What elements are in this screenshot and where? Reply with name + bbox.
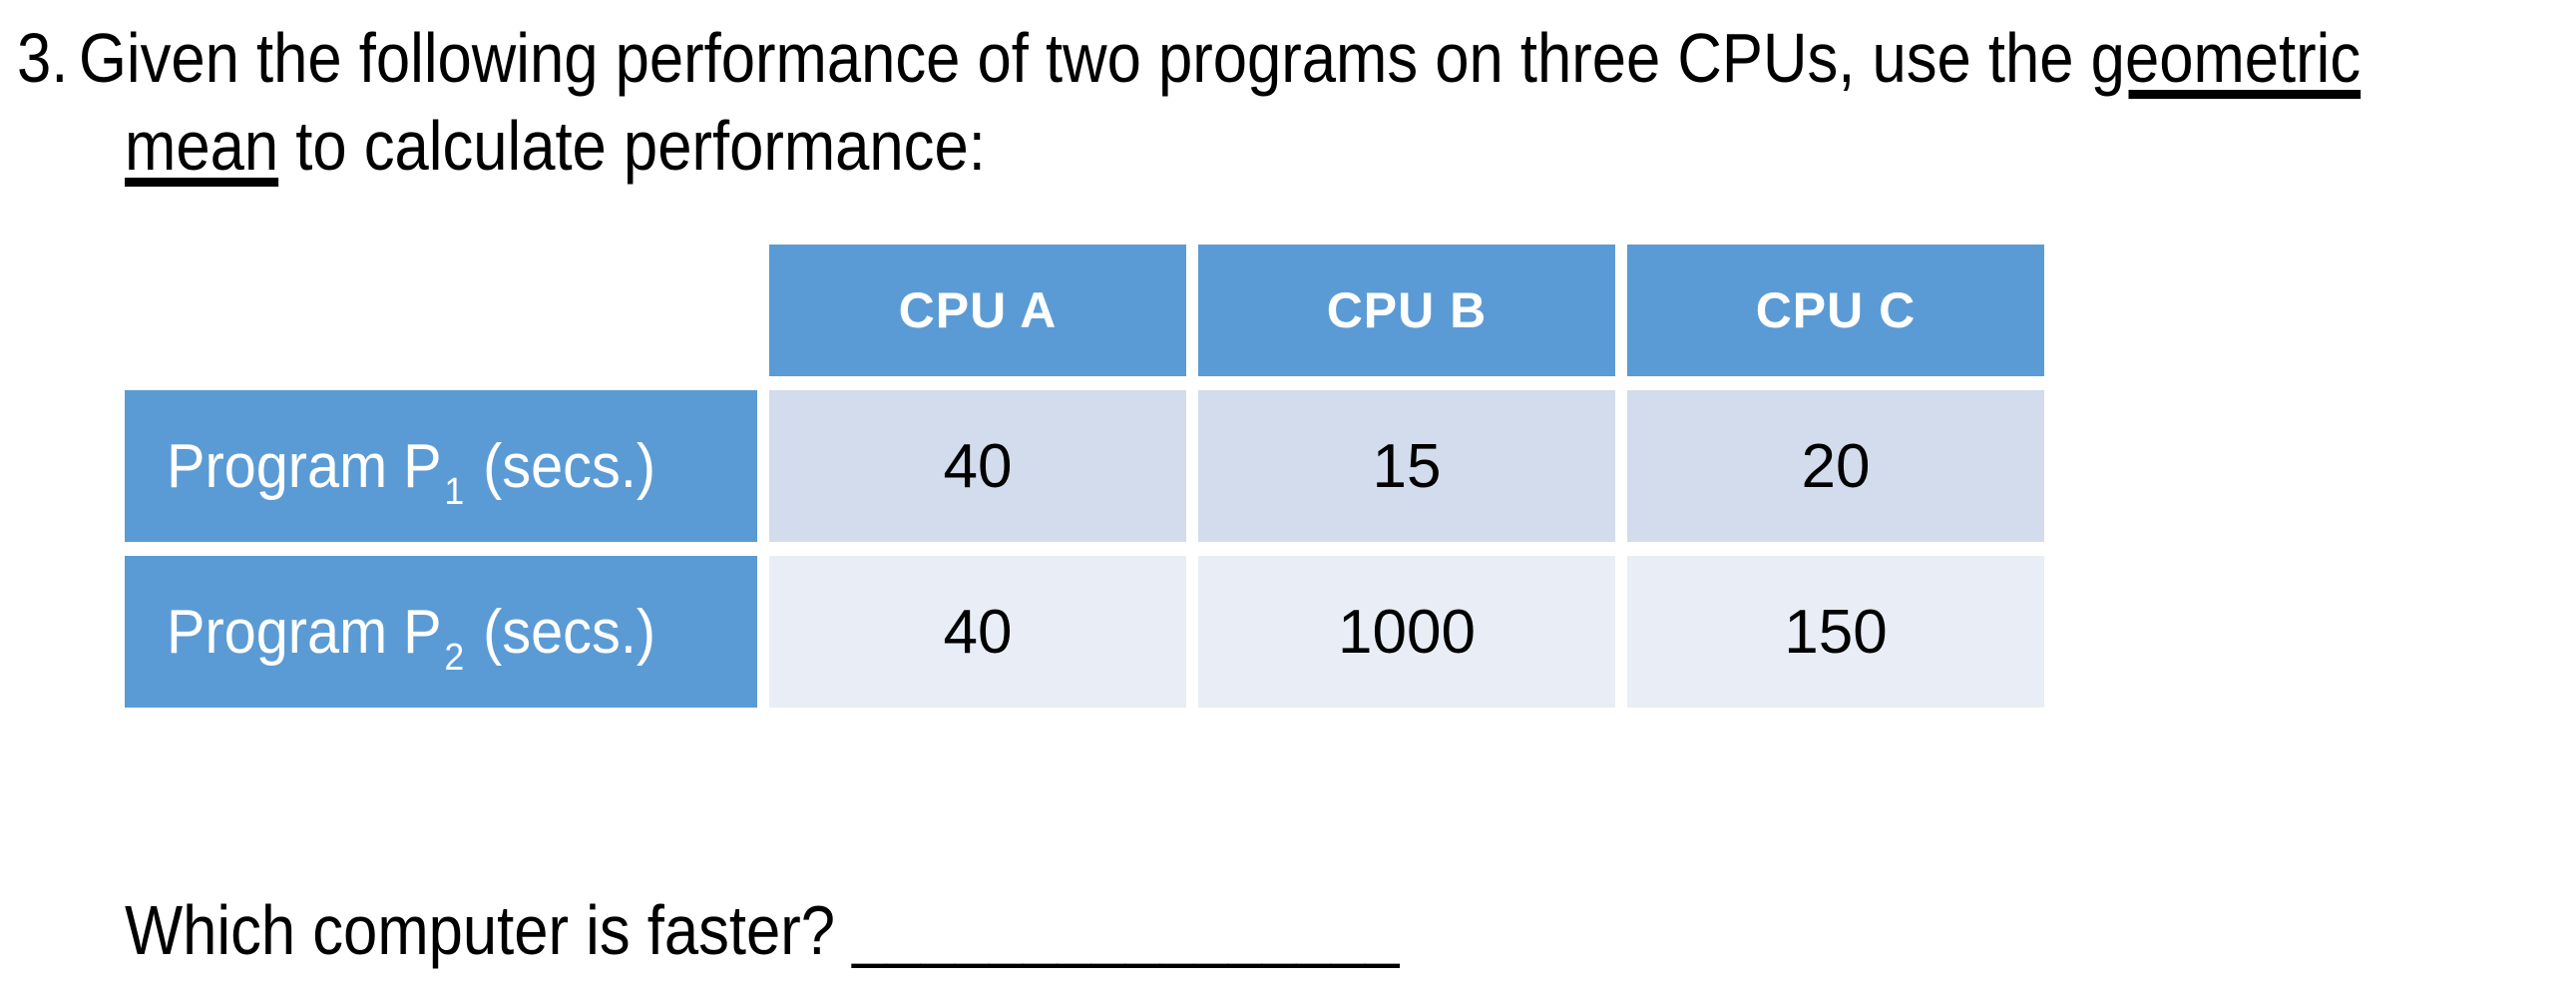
question-line-1: Given the following performance of two p… (79, 23, 2361, 93)
row-label-text: Program P2 (secs.) (167, 597, 656, 677)
question-number: 3. (17, 19, 69, 97)
question-text-segment: to calculate performance: (278, 107, 986, 185)
cell-p1-cpu-a: 40 (769, 390, 1186, 542)
cell-p2-cpu-c: 150 (1627, 556, 2044, 708)
row-label-program-p1: Program P1 (secs.) (125, 390, 757, 542)
row-label-subscript: 2 (444, 635, 465, 679)
header-cell-cpu-c: CPU C (1627, 245, 2044, 376)
row-label-pre: Program P (167, 431, 442, 501)
answer-line: Which computer is faster? ______________… (125, 895, 1399, 965)
row-label-post: (secs.) (467, 431, 656, 501)
header-cell-cpu-a: CPU A (769, 245, 1186, 376)
question-text-segment: Given the following performance of two p… (79, 19, 2091, 97)
cell-p2-cpu-b: 1000 (1198, 556, 1615, 708)
cell-p1-cpu-c: 20 (1627, 390, 2044, 542)
question-line-2: mean to calculate performance: (125, 111, 986, 181)
row-label-post: (secs.) (467, 597, 656, 667)
cell-p2-cpu-a: 40 (769, 556, 1186, 708)
header-cell-cpu-b: CPU B (1198, 245, 1615, 376)
row-label-subscript: 1 (444, 469, 465, 513)
row-label-program-p2: Program P2 (secs.) (125, 556, 757, 708)
cpu-performance-table: CPU A CPU B CPU C Program P1 (secs.) 40 … (125, 245, 2044, 708)
table-corner-spacer (125, 245, 757, 376)
cell-p1-cpu-b: 15 (1198, 390, 1615, 542)
row-label-pre: Program P (167, 597, 442, 667)
answer-prompt: Which computer is faster? (125, 891, 853, 969)
underlined-term-mean: mean (125, 107, 279, 185)
row-label-text: Program P1 (secs.) (167, 431, 656, 511)
answer-blank: ________________ (852, 891, 1400, 969)
underlined-term-geometric: geometric (2090, 19, 2361, 97)
